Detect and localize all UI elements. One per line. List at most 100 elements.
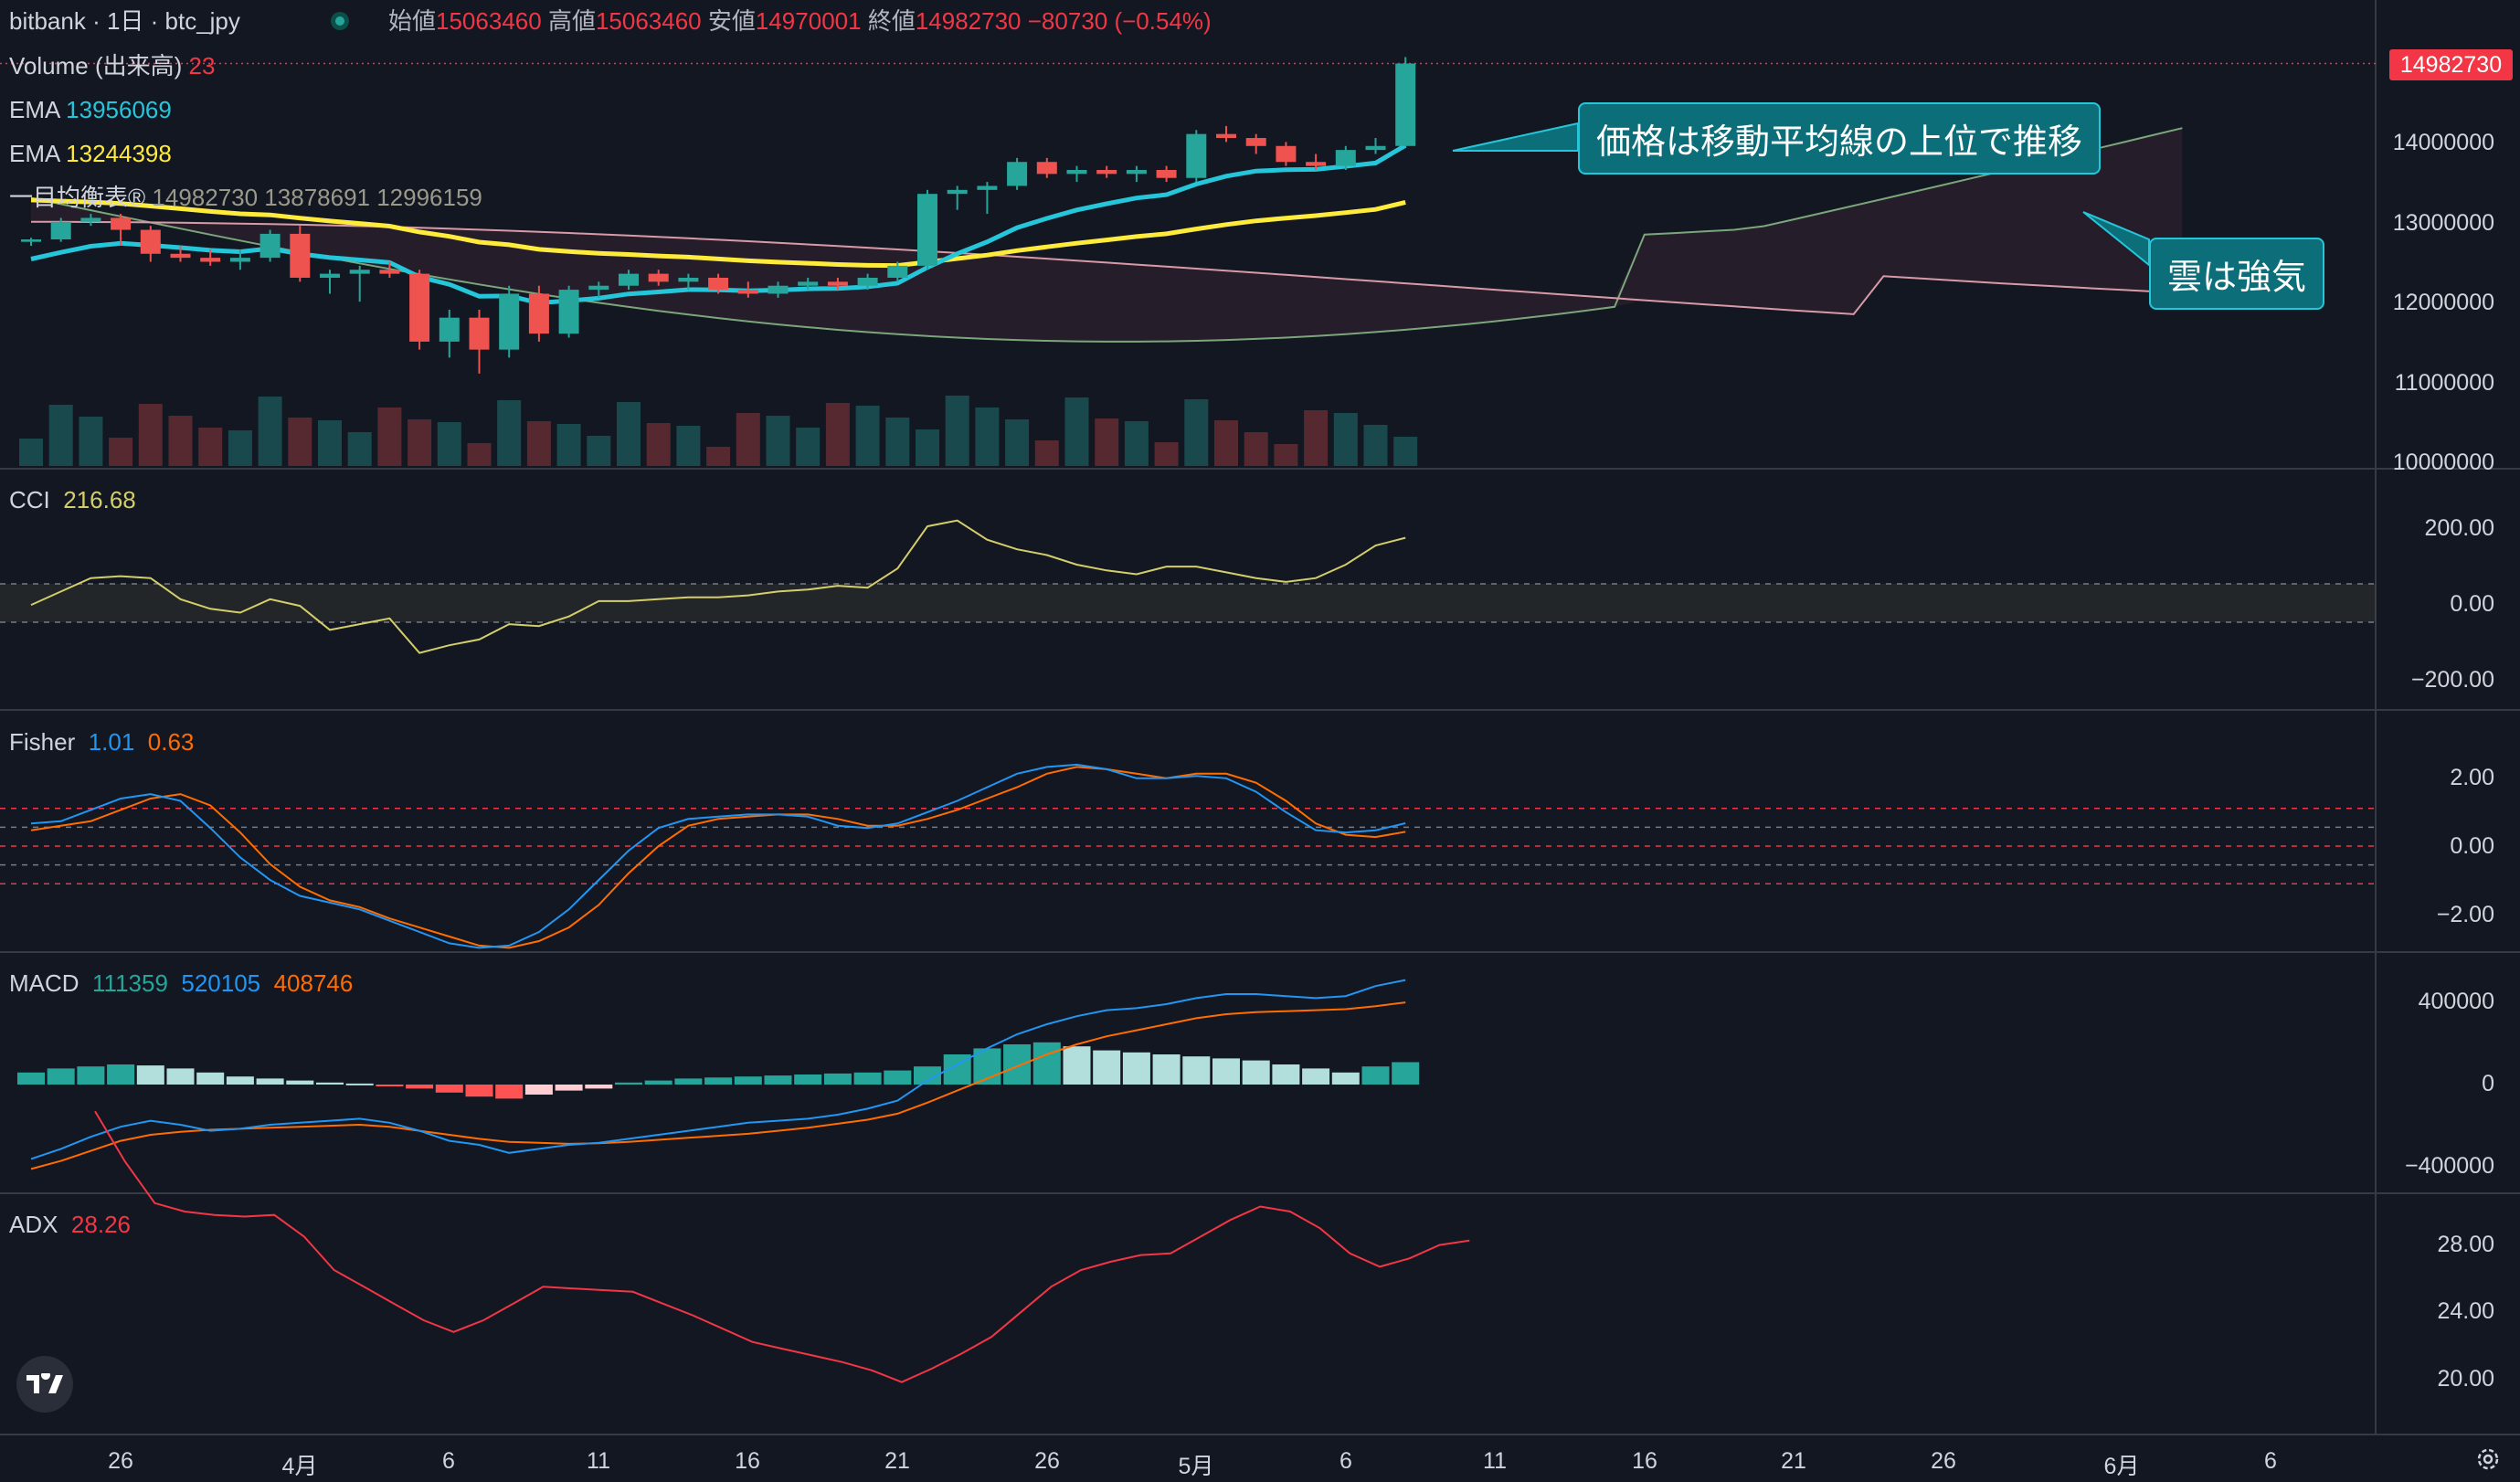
x-tick: 11 [587,1448,610,1474]
macd-tick: 400000 [2418,989,2494,1014]
macd-hist-bar [226,1076,254,1085]
volume-bar [1274,444,1298,466]
x-tick: 4月 [281,1454,318,1479]
candle-body [229,258,250,262]
candle-body [558,290,579,334]
last-price-tag: 14982730 [2389,49,2513,80]
volume-bar [228,430,252,466]
macd-hist-bar [1003,1044,1032,1085]
price-tick: 11000000 [2394,370,2494,396]
cci-tick: 200.00 [2424,515,2494,541]
macd-legend[interactable]: MACD 111359 520105 408746 [9,969,354,997]
candle-body [1156,169,1177,178]
candle-body [1216,133,1236,139]
macd-hist-bar [1032,1042,1061,1085]
macd-hist-bar [585,1085,613,1089]
candle-body [111,217,132,230]
macd-hist-bar [376,1085,404,1086]
macd-hist-bar [1212,1058,1240,1085]
volume-bar [1095,418,1119,466]
macd-signal-line [30,1001,1406,1170]
macd-hist-bar [914,1066,941,1085]
cci-tick: 0.00 [2450,591,2494,617]
volume-bar [497,400,522,466]
callout-cloud-strong: 雲は強気 [2149,238,2325,310]
macd-hist-bar [256,1078,284,1085]
volume-bar [79,417,103,466]
volume-bar [706,447,731,466]
macd-hist-bar [1093,1050,1121,1085]
market-status-icon [331,12,349,30]
macd-hist-bar [1182,1056,1211,1085]
volume-bar [288,418,312,466]
volume-bar [1005,419,1030,466]
fisher-legend[interactable]: Fisher 1.01 0.63 [9,728,195,756]
volume-bar [467,443,492,466]
x-tick: 5月 [1178,1454,1214,1479]
x-tick: 6 [1339,1448,1352,1474]
macd-tick: −400000 [2404,1153,2494,1179]
symbol-title[interactable]: bitbank · 1日 · btc_jpy [9,7,240,35]
adx-line [94,1110,1470,1383]
ema-slow-legend[interactable]: EMA 13244398 [9,140,172,167]
ichimoku-legend[interactable]: 一目均衡表® 14982730 13878691 12996159 [9,184,482,211]
volume-bar [945,396,969,466]
adx-tick: 28.00 [2437,1232,2494,1257]
macd-hist-bar [764,1075,792,1085]
macd-hist-bar [166,1068,195,1085]
volume-bar [437,422,461,466]
candle-body [737,290,758,294]
candle-body [349,270,370,274]
price-tick: 12000000 [2392,290,2494,315]
candle-body [439,317,460,342]
volume-bar [1214,420,1238,466]
candle-body [1096,169,1117,175]
volume-bar [347,432,372,466]
volume-bar [198,428,223,466]
macd-hist-bar [734,1076,762,1085]
adx-legend[interactable]: ADX 28.26 [9,1211,131,1238]
macd-hist-bar [1392,1062,1420,1085]
fisher-tick: −2.00 [2436,902,2494,927]
fisher-tick: 2.00 [2450,765,2494,790]
callout-above-ma: 価格は移動平均線の上位で推移 [1578,102,2102,175]
macd-hist-bar [345,1083,374,1085]
tradingview-logo-icon[interactable] [16,1356,73,1413]
candle-body [1276,145,1297,163]
candle-body [917,194,937,266]
candle-body [469,317,490,350]
x-tick: 26 [1931,1448,1956,1474]
ema-slow-line [30,197,1406,269]
fisher-tick: 0.00 [2450,833,2494,859]
volume-bar [408,419,432,466]
macd-hist-bar [1122,1052,1150,1085]
ema-fast-legend[interactable]: EMA 13956069 [9,96,172,123]
candle-body [857,277,878,286]
candle-body [947,189,968,195]
settings-gear-icon[interactable] [2474,1445,2502,1473]
cci-band [0,584,2376,622]
adx-tick: 24.00 [2437,1298,2494,1324]
macd-hist-bar [107,1064,135,1085]
x-tick: 16 [1632,1448,1657,1474]
x-tick: 6 [442,1448,455,1474]
candle-body [708,277,729,291]
macd-hist-bar [524,1085,553,1095]
volume-bar [1034,440,1059,466]
volume-bar [526,421,551,466]
candle-body [528,293,549,334]
candle-body [768,285,789,294]
macd-hist-bar [435,1085,463,1093]
macd-hist-bar [1152,1054,1181,1085]
volume-legend[interactable]: Volume (出来高) 23 [9,52,216,79]
volume-bar [1393,437,1418,466]
x-tick: 6 [2264,1448,2277,1474]
volume-bar [318,420,342,466]
cci-legend[interactable]: CCI 216.68 [9,486,136,513]
volume-bar [556,424,581,466]
candle-body [887,265,908,278]
volume-bar [885,418,910,466]
candle-body [80,217,101,222]
x-tick: 21 [884,1448,910,1474]
